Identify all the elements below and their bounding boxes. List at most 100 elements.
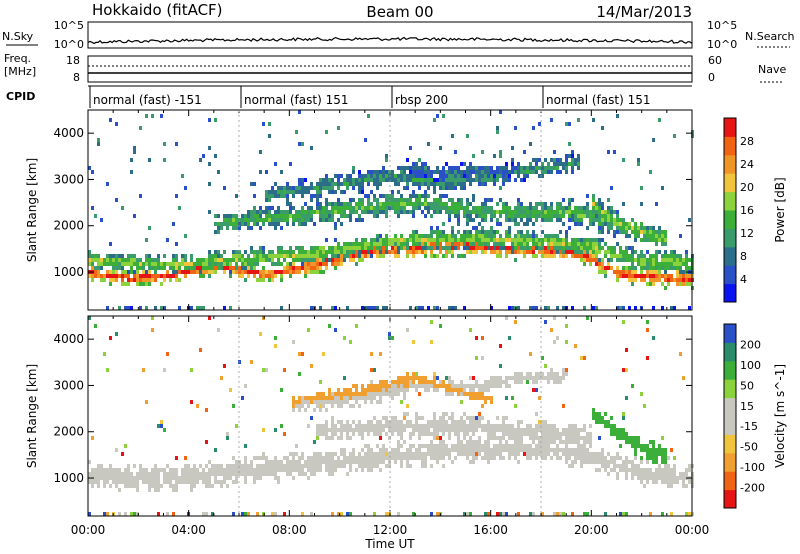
heatmap-cell [472, 246, 475, 250]
heatmap-cell [196, 480, 199, 484]
heatmap-cell [487, 210, 490, 214]
heatmap-cell [379, 178, 382, 182]
heatmap-cell [541, 452, 544, 456]
heatmap-cell [529, 512, 532, 516]
heatmap-cell [511, 162, 514, 166]
heatmap-cell [145, 278, 148, 282]
heatmap-cell [301, 222, 304, 226]
heatmap-cell [298, 408, 301, 412]
heatmap-cell [604, 456, 607, 460]
heatmap-cell [505, 202, 508, 206]
heatmap-cell [481, 246, 484, 250]
heatmap-cell [649, 468, 652, 472]
heatmap-cell [526, 170, 529, 174]
heatmap-cell [457, 444, 460, 448]
heatmap-cell [88, 480, 91, 484]
heatmap-cell [466, 218, 469, 222]
heatmap-cell [442, 452, 445, 456]
heatmap-cell [412, 170, 415, 174]
heatmap-cell [277, 262, 280, 266]
heatmap-cell [571, 464, 574, 468]
heatmap-cell [379, 452, 382, 456]
heatmap-cell [328, 178, 331, 182]
heatmap-cell [529, 214, 532, 218]
heatmap-cell [133, 254, 136, 258]
heatmap-cell [433, 380, 436, 384]
heatmap-cell [442, 440, 445, 444]
y-tick-label-1: 2000 [53, 219, 84, 233]
heatmap-cell [502, 210, 505, 214]
heatmap-cell [412, 206, 415, 210]
heatmap-cell [352, 456, 355, 460]
heatmap-cell [316, 464, 319, 468]
heatmap-cell [313, 194, 316, 198]
heatmap-cell [265, 464, 268, 468]
heatmap-cell [526, 206, 529, 210]
heatmap-cell [178, 206, 181, 210]
heatmap-cell [400, 202, 403, 206]
heatmap-cell [352, 250, 355, 254]
heatmap-cell [382, 428, 385, 432]
heatmap-cell [640, 230, 643, 234]
heatmap-cell [292, 452, 295, 456]
heatmap-cell [478, 234, 481, 238]
heatmap-cell [304, 250, 307, 254]
heatmap-cell [553, 210, 556, 214]
heatmap-cell [472, 392, 475, 396]
heatmap-cell [682, 480, 685, 484]
heatmap-cell [538, 210, 541, 214]
heatmap-cell [592, 214, 595, 218]
heatmap-cell [364, 254, 367, 258]
heatmap-cell [466, 134, 469, 138]
heatmap-cell [388, 336, 391, 340]
heatmap-cell [568, 198, 571, 202]
heatmap-cell [190, 400, 193, 404]
heatmap-cell [286, 222, 289, 226]
heatmap-cell [451, 380, 454, 384]
heatmap-cell [175, 278, 178, 282]
heatmap-cell [427, 444, 430, 448]
heatmap-cell [568, 432, 571, 436]
heatmap-cell [418, 170, 421, 174]
heatmap-cell [130, 480, 133, 484]
heatmap-cell [658, 444, 661, 448]
heatmap-cell [232, 254, 235, 258]
heatmap-cell [631, 218, 634, 222]
heatmap-cell [658, 266, 661, 270]
heatmap-cell [217, 254, 220, 258]
heatmap-cell [622, 428, 625, 432]
heatmap-cell [679, 282, 682, 286]
heatmap-cell [280, 270, 283, 274]
heatmap-cell [649, 170, 652, 174]
heatmap-cell [580, 464, 583, 468]
heatmap-cell [385, 464, 388, 468]
heatmap-cell [148, 472, 151, 476]
heatmap-cell [412, 452, 415, 456]
heatmap-cell [361, 238, 364, 242]
heatmap-cell [259, 210, 262, 214]
heatmap-cell [382, 424, 385, 428]
heatmap-cell [529, 170, 532, 174]
heatmap-cell [466, 210, 469, 214]
heatmap-cell [388, 456, 391, 460]
heatmap-cell [349, 178, 352, 182]
heatmap-cell [118, 274, 121, 278]
heatmap-cell [586, 250, 589, 254]
heatmap-cell [472, 460, 475, 464]
heatmap-cell [154, 476, 157, 480]
heatmap-cell [292, 186, 295, 190]
heatmap-cell [628, 306, 631, 310]
heatmap-cell [412, 242, 415, 246]
heatmap-cell [646, 460, 649, 464]
heatmap-cell [532, 210, 535, 214]
heatmap-cell [439, 146, 442, 150]
heatmap-cell [445, 428, 448, 432]
heatmap-cell [310, 270, 313, 274]
heatmap-cell [415, 448, 418, 452]
heatmap-cell [343, 336, 346, 340]
heatmap-cell [265, 190, 268, 194]
heatmap-cell [406, 254, 409, 258]
heatmap-cell [259, 254, 262, 258]
heatmap-cell [655, 278, 658, 282]
heatmap-cell [601, 226, 604, 230]
